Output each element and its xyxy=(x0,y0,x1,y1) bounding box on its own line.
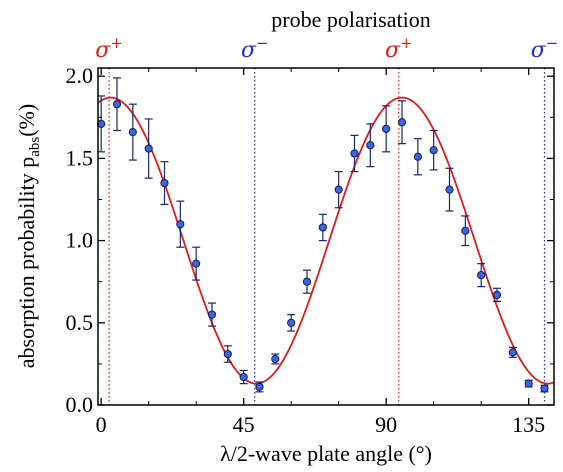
x-tick-label-1: 45 xyxy=(233,412,255,437)
data-point-20 xyxy=(413,152,422,161)
polarisation-label-0: σ+ xyxy=(95,34,123,63)
top-title: probe polarisation xyxy=(271,7,430,32)
y-tick-label-0: 0.0 xyxy=(66,392,94,417)
fit-curve-layer xyxy=(97,96,555,385)
x-axis-label: λ/2-wave plate angle (°) xyxy=(220,441,432,466)
data-point-21 xyxy=(429,146,438,155)
data-point-11 xyxy=(271,354,280,364)
data-point-18 xyxy=(382,124,391,133)
data-point-19 xyxy=(397,118,407,127)
data-point-2 xyxy=(128,128,137,137)
data-point-12 xyxy=(287,318,296,327)
x-axis-ticks: 0 45 90 135 xyxy=(96,68,545,437)
data-point-5 xyxy=(176,220,185,229)
data-point-27 xyxy=(524,379,533,388)
x-tick-label-0: 0 xyxy=(96,412,107,437)
data-point-3 xyxy=(144,144,153,153)
data-point-6 xyxy=(192,259,201,268)
data-point-4 xyxy=(160,178,169,188)
y-tick-label-2: 1.0 xyxy=(66,228,94,253)
data-point-23 xyxy=(461,226,470,235)
data-point-10 xyxy=(255,382,264,392)
data-point-14 xyxy=(318,223,327,232)
y-tick-label-1: 0.5 xyxy=(66,310,94,335)
fit-curve xyxy=(97,96,555,385)
y-tick-label-4: 2.0 xyxy=(66,63,94,88)
y-axis-label-sub: abs xyxy=(27,137,43,157)
data-point-26 xyxy=(508,348,517,357)
x-tick-label-2: 90 xyxy=(375,412,397,437)
data-point-22 xyxy=(445,185,454,194)
data-point-17 xyxy=(366,141,375,150)
x-tick-label-3: 135 xyxy=(512,412,545,437)
polarisation-label-3: σ− xyxy=(531,34,559,63)
y-axis-label: absorption probability pabs(%) xyxy=(14,104,43,368)
y-tick-label-3: 1.5 xyxy=(66,145,94,170)
data-point-9 xyxy=(239,372,248,382)
polarisation-label-1: σ− xyxy=(241,34,269,63)
plot-frame xyxy=(97,67,555,406)
y-axis-label-main: absorption probability p xyxy=(14,157,39,368)
polarisation-markers: σ+ σ− σ+ σ− xyxy=(95,34,558,405)
data-point-25 xyxy=(492,290,502,299)
data-points-layer xyxy=(97,77,549,393)
data-point-16 xyxy=(350,149,359,158)
polarisation-label-2: σ+ xyxy=(385,34,413,63)
data-point-15 xyxy=(334,185,343,194)
data-point-7 xyxy=(207,310,217,319)
data-point-28 xyxy=(540,384,549,393)
y-axis-label-unit: (%) xyxy=(14,104,39,137)
data-point-8 xyxy=(223,349,232,359)
data-point-1 xyxy=(112,100,122,109)
data-point-24 xyxy=(477,271,486,280)
data-point-13 xyxy=(302,277,312,286)
y-axis-ticks: 0.0 0.5 1.0 1.5 2.0 xyxy=(66,63,554,417)
